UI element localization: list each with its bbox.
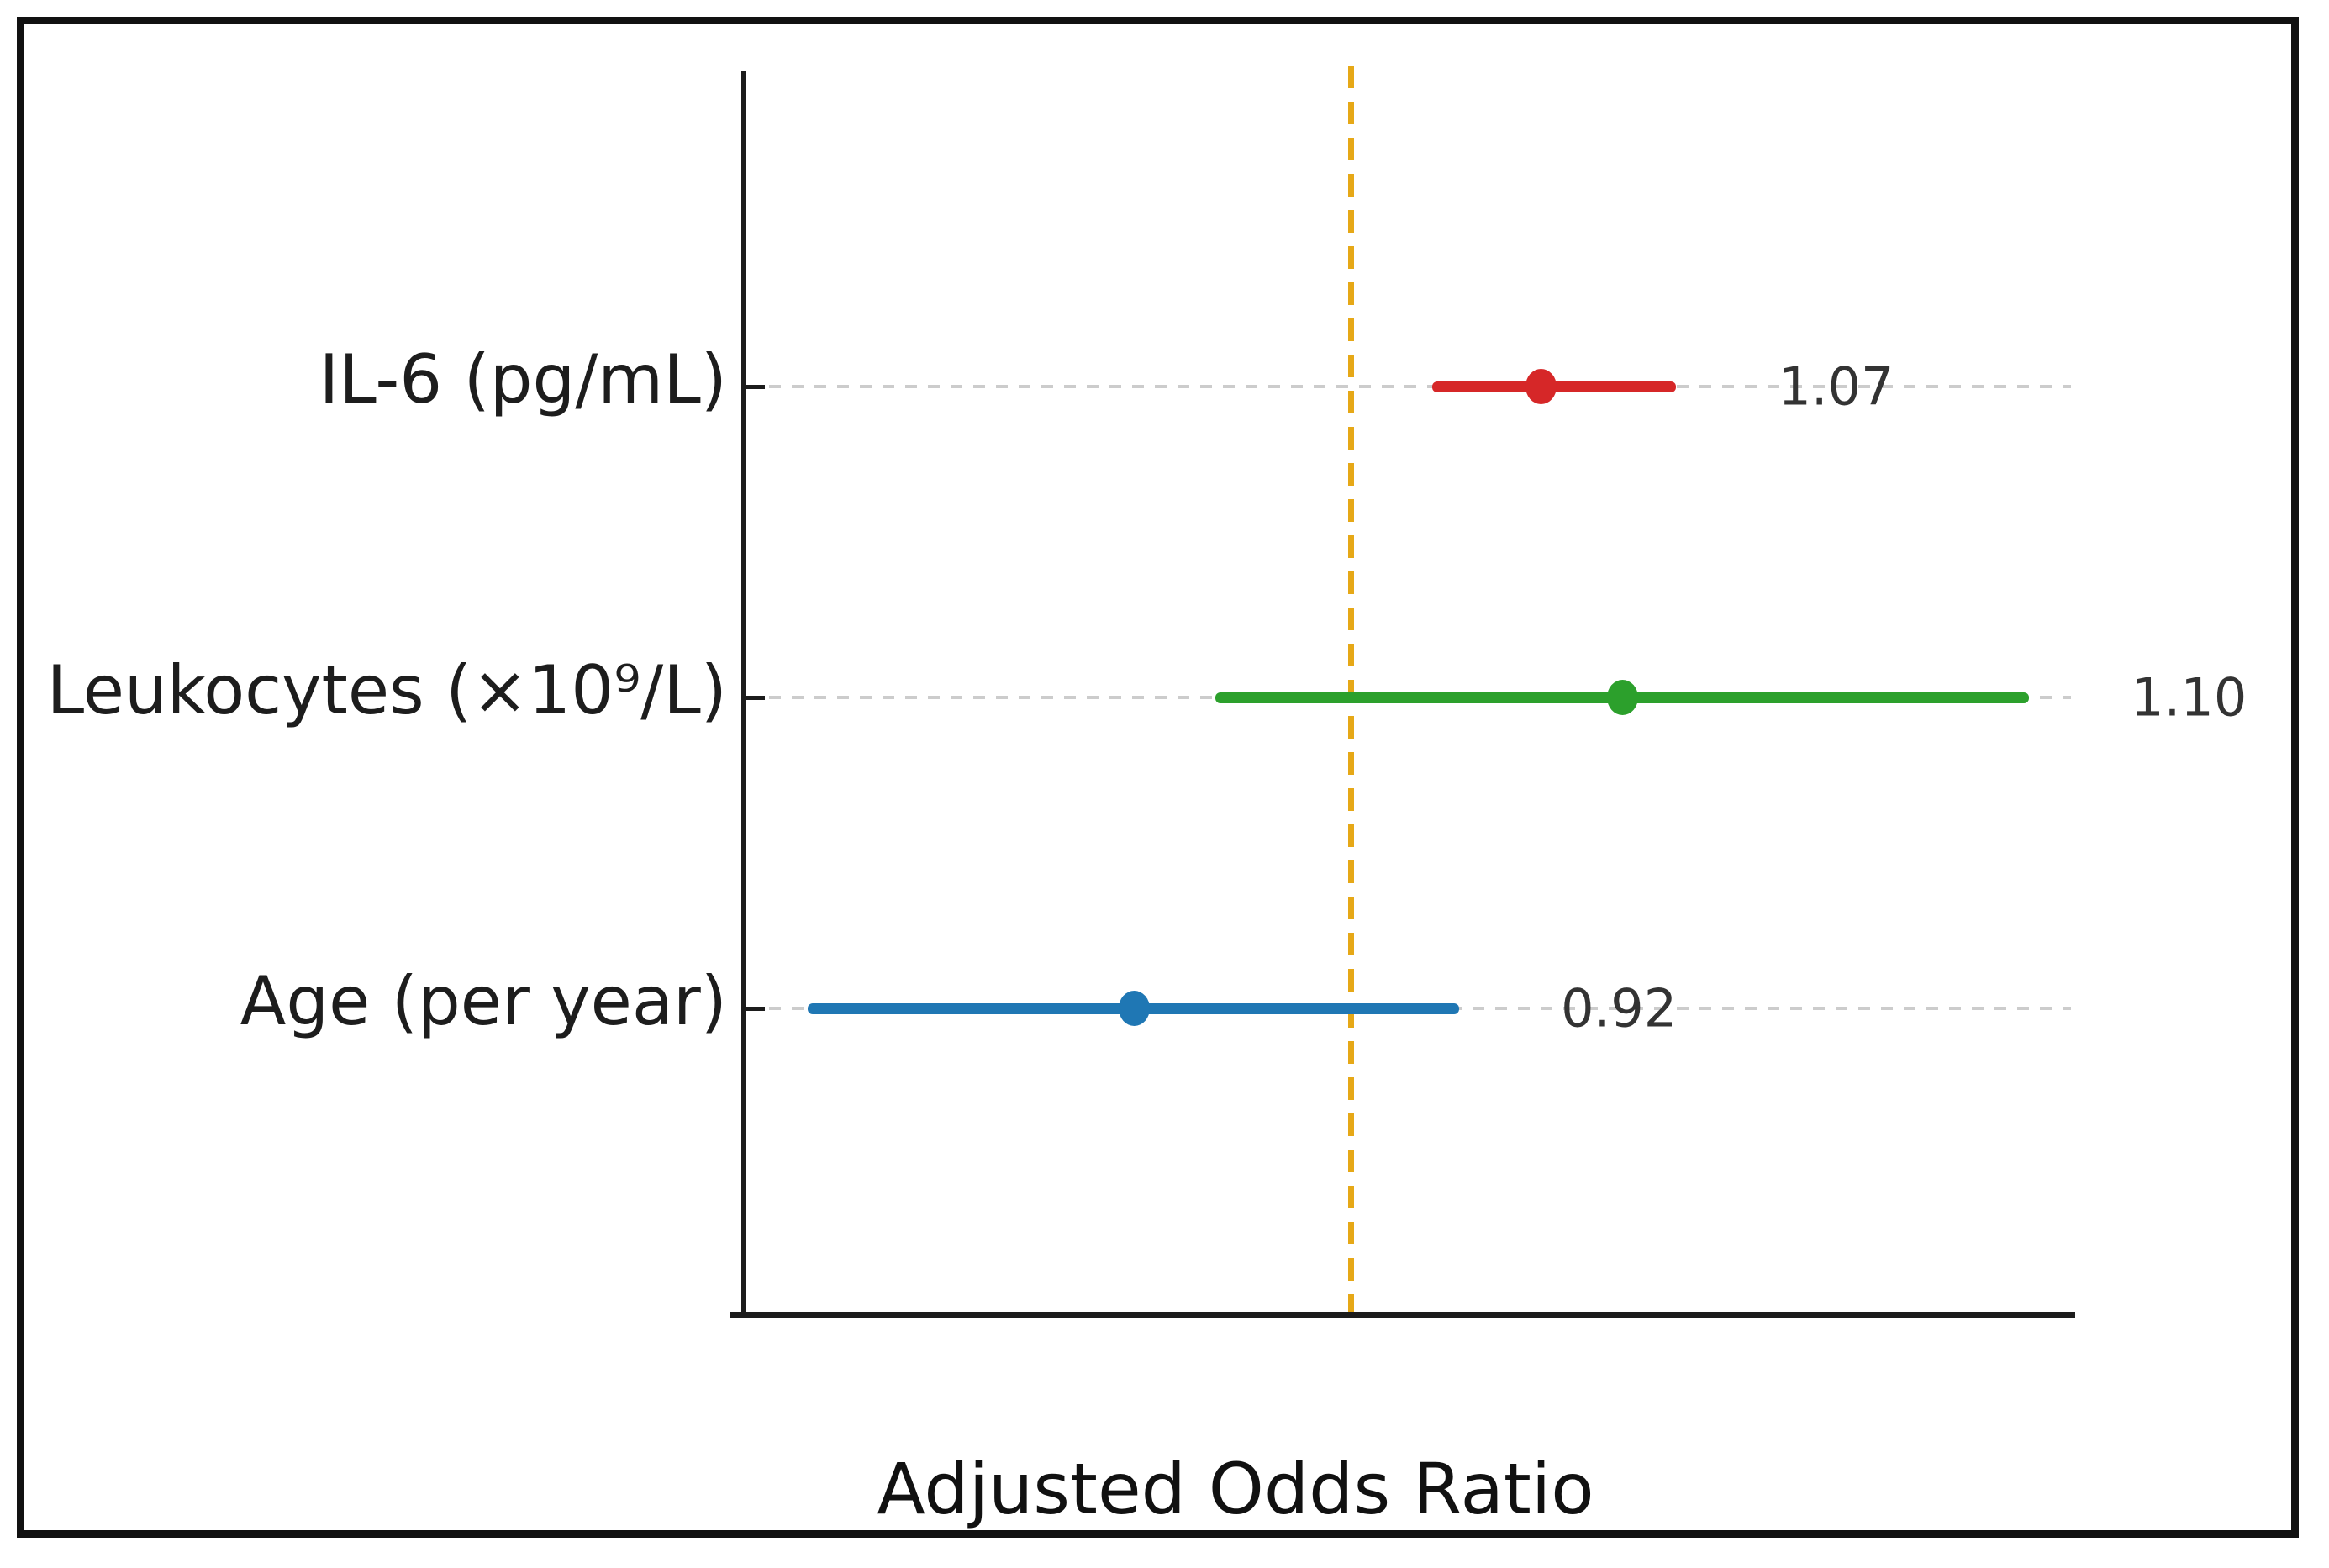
odds-ratio-value-label: 1.07: [1778, 355, 1894, 418]
odds-ratio-marker: [1525, 369, 1557, 404]
gridline: [746, 385, 2071, 388]
y-tick-label: Leukocytes (×10⁹/L): [46, 651, 727, 729]
odds-ratio-value-label: 0.92: [1561, 977, 1678, 1039]
y-tick: [746, 1007, 765, 1011]
figure-frame: [17, 17, 2299, 1538]
y-tick: [746, 385, 765, 389]
odds-ratio-marker: [1118, 991, 1150, 1026]
x-axis-label: Adjusted Odds Ratio: [877, 1448, 1594, 1530]
reference-line-or-1: [1348, 66, 1354, 1312]
odds-ratio-marker: [1606, 680, 1638, 715]
odds-ratio-value-label: 1.10: [2131, 666, 2247, 729]
y-tick-label: Age (per year): [240, 962, 727, 1040]
y-tick: [746, 696, 765, 700]
y-tick-label: IL-6 (pg/mL): [319, 340, 727, 418]
x-axis-spine: [730, 1312, 2075, 1318]
y-axis-spine: [741, 71, 746, 1318]
